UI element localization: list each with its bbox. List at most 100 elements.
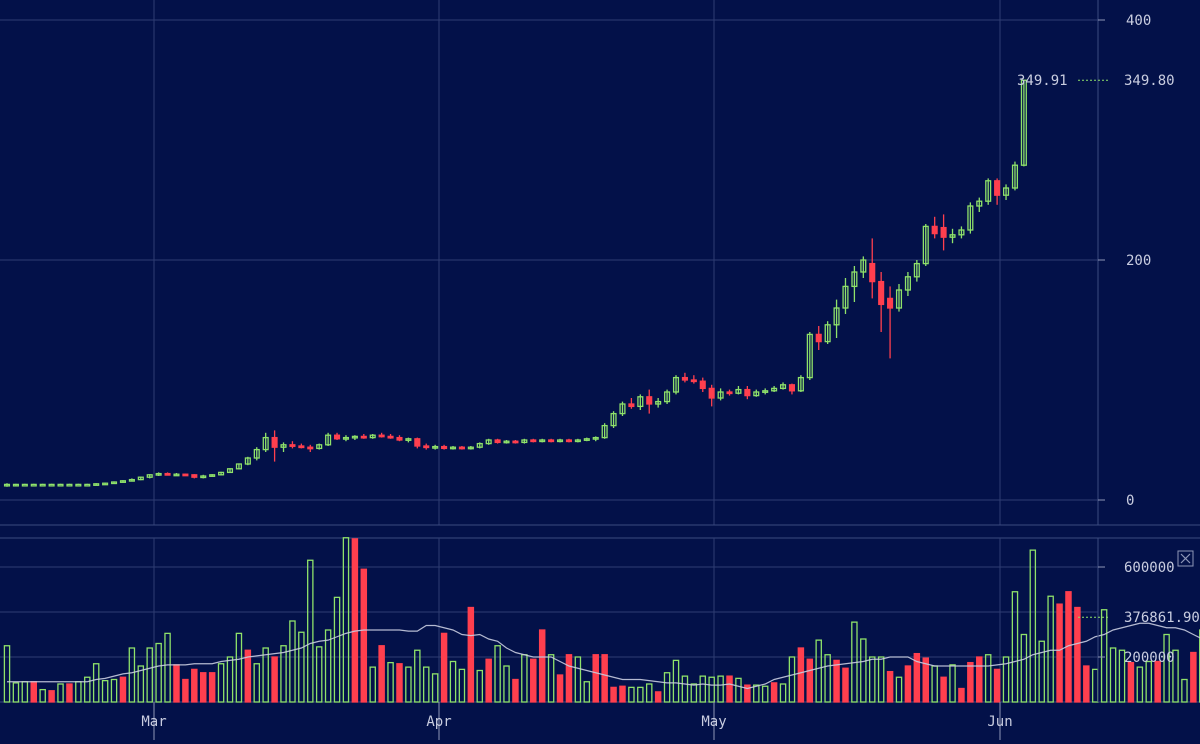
volume-bar: [49, 691, 54, 702]
candle-body: [683, 378, 688, 380]
candle-body: [361, 436, 366, 438]
volume-bar: [620, 686, 625, 702]
candle-body: [932, 226, 937, 233]
volume-bar: [111, 680, 116, 703]
candle-body: [647, 397, 652, 404]
candle-body: [22, 484, 27, 486]
candle-body: [513, 441, 518, 443]
volume-bar: [789, 657, 794, 702]
volume-bar: [67, 684, 72, 702]
volume-bar: [290, 621, 295, 702]
candle-body: [183, 474, 188, 476]
candle-body: [888, 298, 893, 308]
volume-bar: [1075, 608, 1080, 703]
volume-bar: [370, 667, 375, 702]
volume-bar: [959, 689, 964, 703]
volume-bar: [361, 569, 366, 702]
volume-bar: [673, 660, 678, 702]
volume-bar: [397, 664, 402, 702]
candle-body: [58, 484, 63, 486]
volume-bar: [103, 681, 108, 702]
volume-bar: [879, 657, 884, 702]
volume-bar: [566, 655, 571, 702]
volume-bar: [602, 655, 607, 702]
volume-bar: [334, 597, 339, 702]
volume-bar: [1030, 550, 1035, 702]
candle-body: [691, 380, 696, 382]
volume-bar: [129, 648, 134, 702]
volume-bar: [352, 539, 357, 702]
volume-bar: [941, 677, 946, 702]
candle-body: [415, 439, 420, 446]
last-volume-label: 376861.90: [1124, 610, 1200, 626]
volume-bar: [1102, 610, 1107, 702]
volume-bar: [772, 683, 777, 702]
volume-bar: [1110, 648, 1115, 702]
volume-bar: [192, 669, 197, 702]
volume-bar: [424, 667, 429, 702]
volume-bar: [1012, 592, 1017, 702]
volume-bar: [227, 657, 232, 702]
volume-bar: [691, 684, 696, 702]
candle-body: [40, 484, 45, 486]
candle-body: [397, 438, 402, 440]
volume-bar: [807, 659, 812, 702]
volume-bar: [22, 682, 27, 702]
volume-bar: [593, 655, 598, 702]
volume-bar: [513, 680, 518, 703]
volume-bar: [156, 644, 161, 703]
volume-bar: [736, 678, 741, 702]
volume-bar: [861, 639, 866, 702]
volume-bar: [896, 677, 901, 702]
volume-bar: [415, 650, 420, 702]
volume-bar: [406, 667, 411, 702]
volume-bar: [968, 663, 973, 702]
volume-bar: [1155, 662, 1160, 703]
volume-bar: [977, 657, 982, 702]
candle-body: [49, 484, 54, 486]
candle-body: [709, 388, 714, 398]
volume-bar: [629, 687, 634, 702]
volume-bar: [531, 659, 536, 702]
candle-body: [531, 440, 536, 442]
volume-bar: [825, 655, 830, 702]
volume-bar: [218, 664, 223, 702]
volume-bar: [1093, 669, 1098, 702]
volume-bar: [201, 673, 206, 702]
candle-body: [290, 445, 295, 447]
volume-bar: [780, 684, 785, 702]
volume-axis-label: 600000: [1124, 560, 1175, 576]
candle-body: [85, 484, 90, 486]
volume-bar: [1146, 662, 1151, 703]
volume-bar: [540, 630, 545, 702]
volume-bar: [700, 676, 705, 702]
volume-bar: [486, 659, 491, 702]
volume-bar: [870, 657, 875, 702]
last-price-axis-label: 349.80: [1124, 73, 1175, 89]
close-icon[interactable]: [1178, 551, 1193, 566]
volume-bar: [656, 692, 661, 702]
x-axis-label: May: [701, 714, 726, 730]
candle-body: [31, 484, 36, 486]
volume-bar: [174, 665, 179, 702]
volume-bar: [433, 674, 438, 702]
volume-bar: [986, 655, 991, 702]
volume-bar: [388, 663, 393, 702]
volume-bar: [477, 671, 482, 703]
volume-bar: [638, 687, 643, 702]
volume-bar: [843, 668, 848, 702]
volume-bar: [4, 646, 9, 702]
candle-body: [442, 447, 447, 449]
volume-bar: [459, 669, 464, 702]
volume-bar: [13, 683, 18, 702]
volume-bar: [210, 673, 215, 702]
candle-body: [995, 181, 1000, 195]
volume-bar: [995, 669, 1000, 702]
volume-bar: [76, 682, 81, 702]
volume-bar: [495, 646, 500, 702]
volume-bar: [664, 673, 669, 702]
volume-bar: [40, 690, 45, 702]
candle-body: [700, 381, 705, 388]
candle-body: [379, 435, 384, 437]
